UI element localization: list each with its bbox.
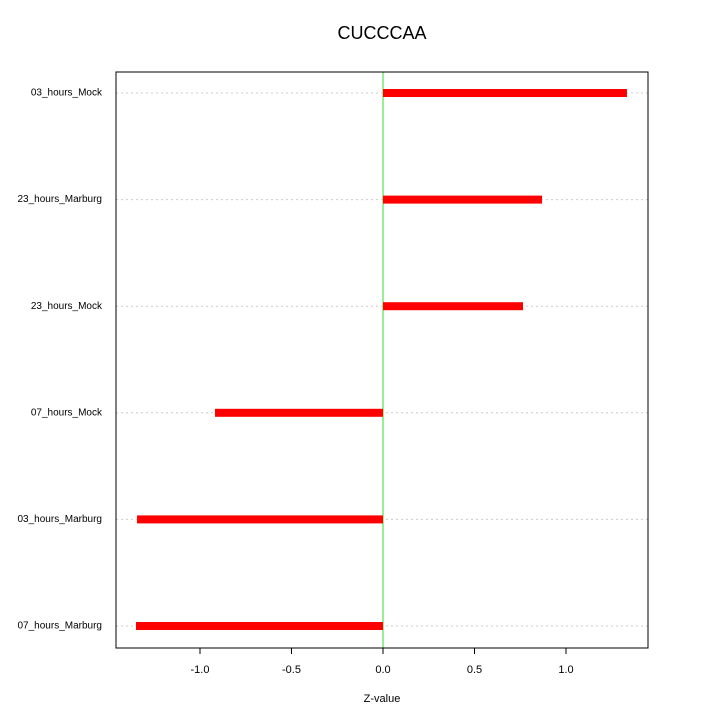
x-tick-label: 0.5 — [467, 664, 482, 676]
y-tick-label: 03_hours_Marburg — [18, 514, 103, 525]
y-tick-label: 07_hours_Marburg — [18, 621, 103, 632]
plot-frame — [115, 71, 649, 649]
y-tick-label: 23_hours_Marburg — [18, 194, 103, 205]
x-tick-label: 1.0 — [558, 664, 573, 676]
x-axis-label: Z-value — [364, 693, 401, 705]
x-tick-label: -0.5 — [282, 664, 301, 676]
bar — [383, 302, 524, 311]
y-tick-label: 23_hours_Mock — [31, 301, 103, 312]
x-tick-label: -1.0 — [191, 664, 210, 676]
y-tick-label: 03_hours_Mock — [31, 88, 103, 99]
bar — [383, 195, 543, 204]
x-tick-label: 0.0 — [375, 664, 390, 676]
y-tick-label: 07_hours_Mock — [31, 407, 103, 418]
chart-title: CUCCCAA — [337, 23, 426, 43]
bar — [383, 89, 627, 97]
bar — [135, 622, 384, 630]
bar — [215, 408, 384, 417]
bar — [137, 515, 384, 524]
